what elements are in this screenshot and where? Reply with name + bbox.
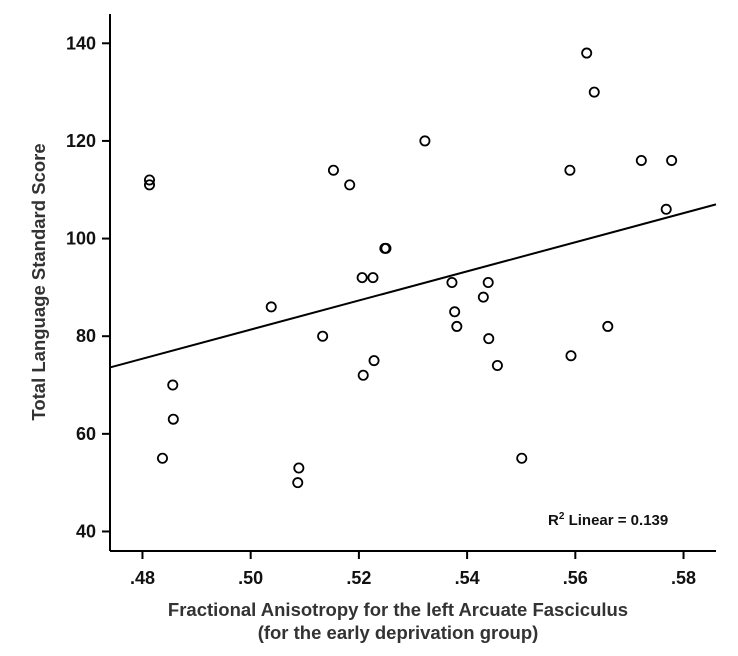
data-point — [156, 452, 168, 464]
fit-line-layer — [109, 203, 717, 369]
y-tick-label: 140 — [66, 33, 96, 53]
data-point — [167, 379, 179, 391]
x-tick-label: .56 — [563, 568, 588, 588]
data-point — [449, 306, 461, 318]
data-point — [368, 355, 380, 367]
data-point — [419, 135, 431, 147]
data-point — [482, 276, 494, 288]
data-point — [327, 164, 339, 176]
regression-line — [109, 203, 717, 369]
y-axis-title: Total Language Standard Score — [28, 143, 49, 420]
data-point — [581, 47, 593, 59]
x-tick-label: .54 — [455, 568, 480, 588]
data-point — [293, 462, 305, 474]
r-squared-annotation: R2 Linear = 0.139 — [548, 511, 668, 529]
data-point — [516, 452, 528, 464]
x-tick-label: .58 — [671, 568, 696, 588]
data-point — [451, 320, 463, 332]
y-tick-label: 80 — [76, 326, 96, 346]
data-point — [357, 369, 369, 381]
data-point — [602, 320, 614, 332]
r-squared-value: Linear = 0.139 — [564, 512, 668, 529]
data-point — [635, 154, 647, 166]
x-axis-title-line2: (for the early deprivation group) — [258, 622, 539, 643]
x-tick-label: .48 — [130, 568, 155, 588]
y-tick-label: 100 — [66, 229, 96, 249]
y-tick-label: 60 — [76, 424, 96, 444]
data-point — [167, 413, 179, 425]
y-tick-label: 40 — [76, 521, 96, 541]
data-point — [483, 333, 495, 345]
data-point — [666, 154, 678, 166]
data-point — [265, 301, 277, 313]
data-point — [446, 276, 458, 288]
data-point — [380, 242, 392, 254]
data-point — [588, 86, 600, 98]
data-point — [317, 330, 329, 342]
data-point — [660, 203, 672, 215]
y-axis-ticks: 40 60 80 100 120 140 — [66, 33, 110, 541]
data-point — [491, 359, 503, 371]
x-tick-label: .50 — [238, 568, 263, 588]
r-squared-superscript: 2 — [559, 511, 565, 522]
data-point — [565, 350, 577, 362]
x-axis-ticks: .48 .50 .52 .54 .56 .58 — [130, 551, 696, 588]
points-layer — [143, 47, 678, 489]
y-tick-label: 120 — [66, 131, 96, 151]
x-tick-label: .52 — [346, 568, 371, 588]
data-point — [143, 174, 155, 186]
data-point — [344, 179, 356, 191]
data-point — [564, 164, 576, 176]
data-point — [367, 272, 379, 284]
data-point — [477, 291, 489, 303]
x-axis-title-line1: Fractional Anisotropy for the left Arcua… — [168, 599, 628, 620]
r-squared-prefix: R — [548, 512, 559, 529]
data-point — [356, 272, 368, 284]
data-point — [143, 179, 155, 191]
data-point — [292, 477, 304, 489]
